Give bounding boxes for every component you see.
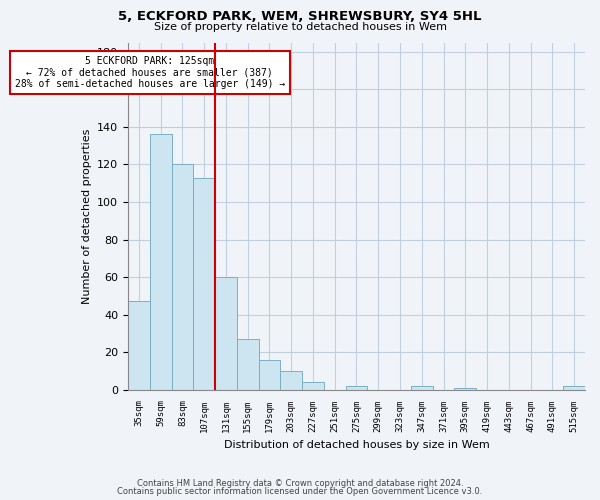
Bar bbox=[172, 164, 193, 390]
Text: Size of property relative to detached houses in Wem: Size of property relative to detached ho… bbox=[154, 22, 446, 32]
Bar bbox=[454, 388, 476, 390]
Text: Contains HM Land Registry data © Crown copyright and database right 2024.: Contains HM Land Registry data © Crown c… bbox=[137, 478, 463, 488]
X-axis label: Distribution of detached houses by size in Wem: Distribution of detached houses by size … bbox=[224, 440, 490, 450]
Bar bbox=[193, 178, 215, 390]
Bar bbox=[237, 339, 259, 390]
Text: 5 ECKFORD PARK: 125sqm
← 72% of detached houses are smaller (387)
28% of semi-de: 5 ECKFORD PARK: 125sqm ← 72% of detached… bbox=[14, 56, 285, 89]
Bar bbox=[411, 386, 433, 390]
Text: 5, ECKFORD PARK, WEM, SHREWSBURY, SY4 5HL: 5, ECKFORD PARK, WEM, SHREWSBURY, SY4 5H… bbox=[118, 10, 482, 23]
Bar bbox=[150, 134, 172, 390]
Bar bbox=[128, 302, 150, 390]
Y-axis label: Number of detached properties: Number of detached properties bbox=[82, 128, 92, 304]
Text: Contains public sector information licensed under the Open Government Licence v3: Contains public sector information licen… bbox=[118, 487, 482, 496]
Bar bbox=[346, 386, 367, 390]
Bar bbox=[563, 386, 585, 390]
Bar bbox=[259, 360, 280, 390]
Bar bbox=[302, 382, 324, 390]
Bar bbox=[215, 277, 237, 390]
Bar bbox=[280, 371, 302, 390]
